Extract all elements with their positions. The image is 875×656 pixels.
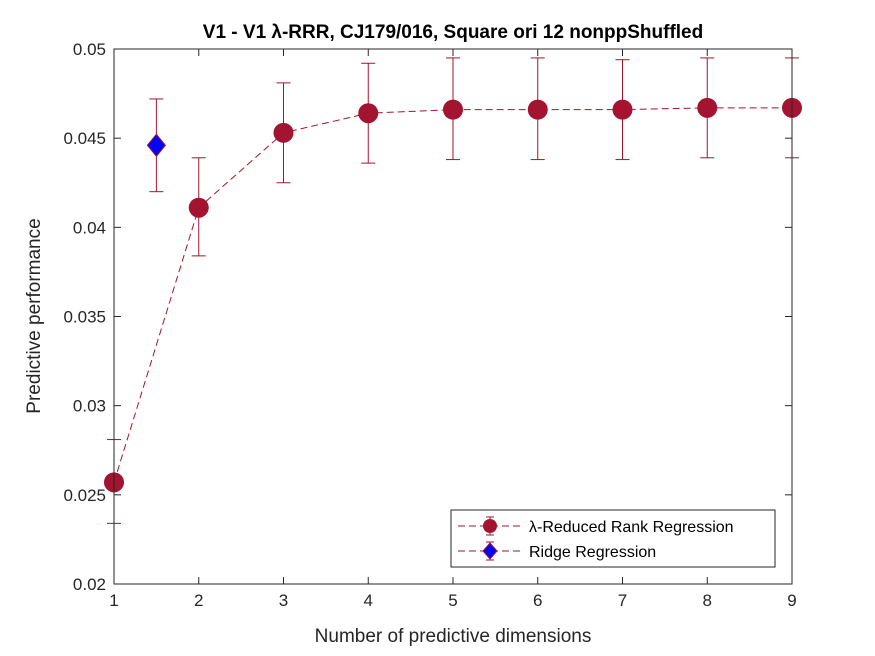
legend-marker-ridge <box>482 542 498 560</box>
series-ridge <box>146 98 167 193</box>
y-tick-label: 0.025 <box>63 486 106 505</box>
legend-marker-rrr <box>483 519 497 533</box>
legend-label-ridge: Ridge Regression <box>529 544 656 561</box>
legend: λ-Reduced Rank Regression Ridge Regressi… <box>450 509 776 568</box>
legend-item-rrr: λ-Reduced Rank Regression <box>458 516 734 536</box>
x-tick-label: 4 <box>364 591 373 610</box>
data-point <box>146 133 167 158</box>
y-tick-label: 0.05 <box>73 40 106 59</box>
y-tick-label: 0.04 <box>73 218 106 237</box>
x-tick-label: 3 <box>279 591 288 610</box>
legend-item-ridge: Ridge Regression <box>458 541 656 561</box>
y-tick-label: 0.045 <box>63 129 106 148</box>
data-point <box>358 103 379 124</box>
data-point <box>273 122 294 143</box>
y-axis-label: Predictive performance <box>24 218 45 413</box>
x-tick-label: 8 <box>703 591 712 610</box>
x-tick-label: 5 <box>448 591 457 610</box>
chart-title: V1 - V1 λ-RRR, CJ179/016, Square ori 12 … <box>203 22 703 43</box>
y-tick-label: 0.03 <box>73 397 106 416</box>
series-rrr <box>104 57 802 524</box>
x-tick-label: 7 <box>618 591 627 610</box>
data-point <box>443 99 463 120</box>
legend-label-rrr: λ-Reduced Rank Regression <box>529 519 734 536</box>
x-tick-label: 1 <box>109 591 118 610</box>
x-tick-label: 9 <box>787 591 796 610</box>
y-tick-label: 0.035 <box>63 308 106 327</box>
data-point <box>612 99 633 120</box>
data-point <box>697 97 718 118</box>
x-tick-label: 6 <box>533 591 542 610</box>
data-point <box>527 99 548 120</box>
ticks-layer: 1 2 3 4 5 6 7 8 9 0.02 0.025 0.03 0.035 0.04 0.045 0.05 <box>63 40 796 610</box>
x-tick-label: 2 <box>194 591 203 610</box>
data-point <box>188 197 209 218</box>
legend-box <box>450 509 776 568</box>
series-layer <box>104 57 802 524</box>
y-tick-label: 0.02 <box>73 575 106 594</box>
x-axis-label: Number of predictive dimensions <box>315 626 592 647</box>
